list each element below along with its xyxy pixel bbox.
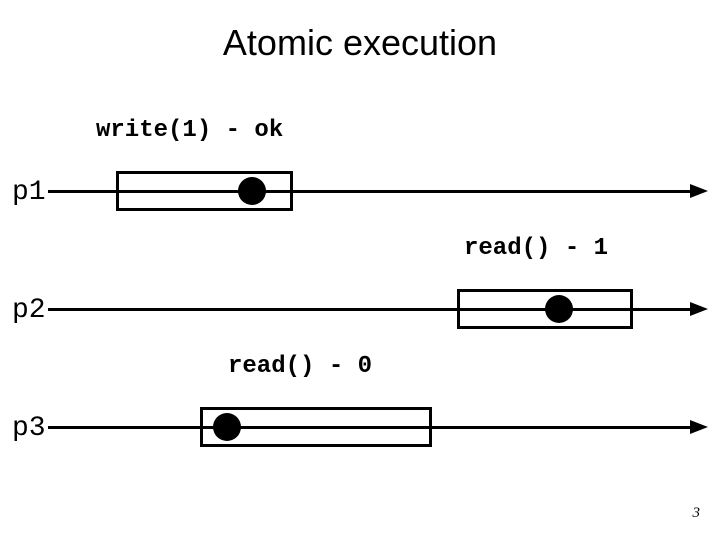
timeline-arrow-p3 <box>690 420 708 434</box>
op-label-write-1: write(1) - ok <box>96 117 283 144</box>
lin-dot-read-0 <box>213 413 241 441</box>
process-label-p2: p2 <box>12 295 46 326</box>
op-label-read-1: read() - 1 <box>464 235 608 262</box>
lin-dot-read-1 <box>545 295 573 323</box>
process-label-p3: p3 <box>12 413 46 444</box>
slide-number: 3 <box>693 505 701 522</box>
timeline-arrow-p2 <box>690 302 708 316</box>
op-box-write-1 <box>116 171 293 211</box>
op-label-read-0: read() - 0 <box>228 353 372 380</box>
process-label-p1: p1 <box>12 177 46 208</box>
slide-title: Atomic execution <box>0 22 720 64</box>
timeline-arrow-p1 <box>690 184 708 198</box>
lin-dot-write-1 <box>238 177 266 205</box>
